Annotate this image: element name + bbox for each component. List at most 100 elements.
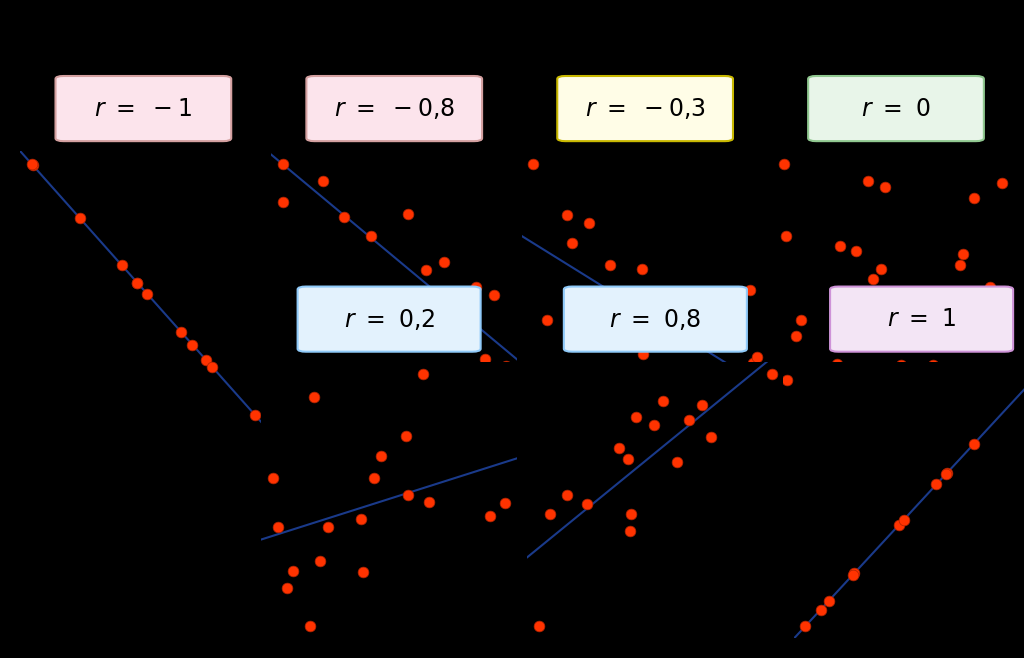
Point — [421, 497, 437, 507]
Point — [634, 265, 650, 275]
Point — [628, 412, 644, 422]
Point — [418, 265, 434, 276]
Point — [937, 468, 953, 479]
Point — [955, 249, 972, 259]
Point — [962, 410, 978, 420]
Point — [399, 209, 416, 219]
Point — [877, 182, 893, 192]
Point — [444, 290, 461, 301]
Point — [859, 176, 876, 186]
Point — [173, 326, 189, 337]
Point — [114, 260, 130, 270]
Point — [452, 410, 468, 420]
Point — [845, 570, 861, 581]
Point — [373, 451, 389, 461]
Point — [279, 583, 295, 594]
Point — [793, 315, 809, 326]
Point — [723, 369, 739, 380]
Point — [312, 555, 329, 566]
Point — [623, 526, 639, 536]
Point — [694, 400, 711, 411]
FancyBboxPatch shape — [306, 76, 482, 141]
Point — [820, 595, 837, 606]
Point — [842, 321, 858, 332]
Point — [498, 360, 514, 370]
Point — [336, 212, 352, 222]
FancyBboxPatch shape — [557, 76, 733, 141]
Point — [610, 443, 627, 453]
Point — [624, 509, 640, 520]
Point — [833, 241, 849, 251]
Text: $\mathit{r\ =\ -1}$: $\mathit{r\ =\ -1}$ — [94, 97, 193, 120]
Point — [872, 264, 889, 274]
Point — [621, 453, 637, 464]
Point — [744, 358, 761, 368]
Text: $\mathit{r\ =\ 0}$: $\mathit{r\ =\ 0}$ — [861, 97, 931, 120]
Point — [306, 392, 323, 403]
Point — [779, 374, 796, 385]
Point — [468, 282, 484, 292]
Point — [778, 231, 795, 241]
Point — [776, 159, 793, 169]
Point — [749, 351, 765, 362]
Point — [366, 472, 382, 483]
Point — [129, 278, 145, 288]
Point — [845, 402, 861, 413]
Point — [579, 321, 595, 332]
Point — [896, 515, 912, 526]
Point — [274, 159, 291, 169]
Point — [315, 176, 332, 186]
Point — [616, 328, 633, 338]
Point — [625, 399, 641, 409]
Point — [25, 160, 41, 170]
Point — [274, 197, 291, 207]
Text: $\mathit{r\ =\ -0{,}3}$: $\mathit{r\ =\ -0{,}3}$ — [585, 96, 706, 121]
Point — [542, 509, 558, 520]
Point — [602, 260, 618, 270]
FancyBboxPatch shape — [830, 287, 1013, 351]
Point — [129, 278, 145, 288]
FancyBboxPatch shape — [564, 287, 746, 351]
Point — [893, 360, 909, 370]
Point — [247, 410, 263, 420]
Point — [966, 438, 982, 449]
Point — [764, 369, 780, 380]
Point — [812, 605, 828, 615]
Point — [364, 231, 380, 241]
Point — [466, 325, 482, 336]
Point — [635, 349, 651, 359]
Point — [415, 369, 431, 380]
Point — [497, 368, 513, 379]
Point — [999, 370, 1016, 381]
Point — [982, 282, 998, 292]
Point — [669, 457, 685, 467]
Point — [654, 396, 671, 407]
Point — [702, 432, 719, 442]
Point — [952, 260, 969, 270]
Point — [788, 330, 805, 341]
Point — [476, 354, 493, 365]
Point — [848, 245, 864, 256]
Point — [72, 213, 88, 224]
Text: $\mathit{r\ =\ 1}$: $\mathit{r\ =\ 1}$ — [887, 307, 956, 331]
Point — [725, 392, 741, 403]
Point — [681, 415, 697, 426]
Point — [928, 479, 944, 490]
Point — [559, 211, 575, 221]
Point — [319, 522, 336, 533]
Point — [498, 497, 514, 508]
Point — [612, 286, 629, 297]
Point — [741, 285, 758, 295]
Text: $\mathit{r\ =\ -0{,}8}$: $\mathit{r\ =\ -0{,}8}$ — [334, 96, 455, 121]
Text: $\mathit{r\ =\ 0{,}8}$: $\mathit{r\ =\ 0{,}8}$ — [609, 307, 701, 332]
Point — [353, 514, 370, 524]
Point — [138, 288, 155, 299]
Point — [285, 565, 301, 576]
Point — [865, 274, 882, 284]
Point — [397, 431, 414, 442]
Point — [891, 520, 907, 530]
Point — [939, 467, 955, 478]
FancyBboxPatch shape — [55, 76, 231, 141]
Point — [24, 159, 40, 169]
Point — [270, 522, 287, 532]
